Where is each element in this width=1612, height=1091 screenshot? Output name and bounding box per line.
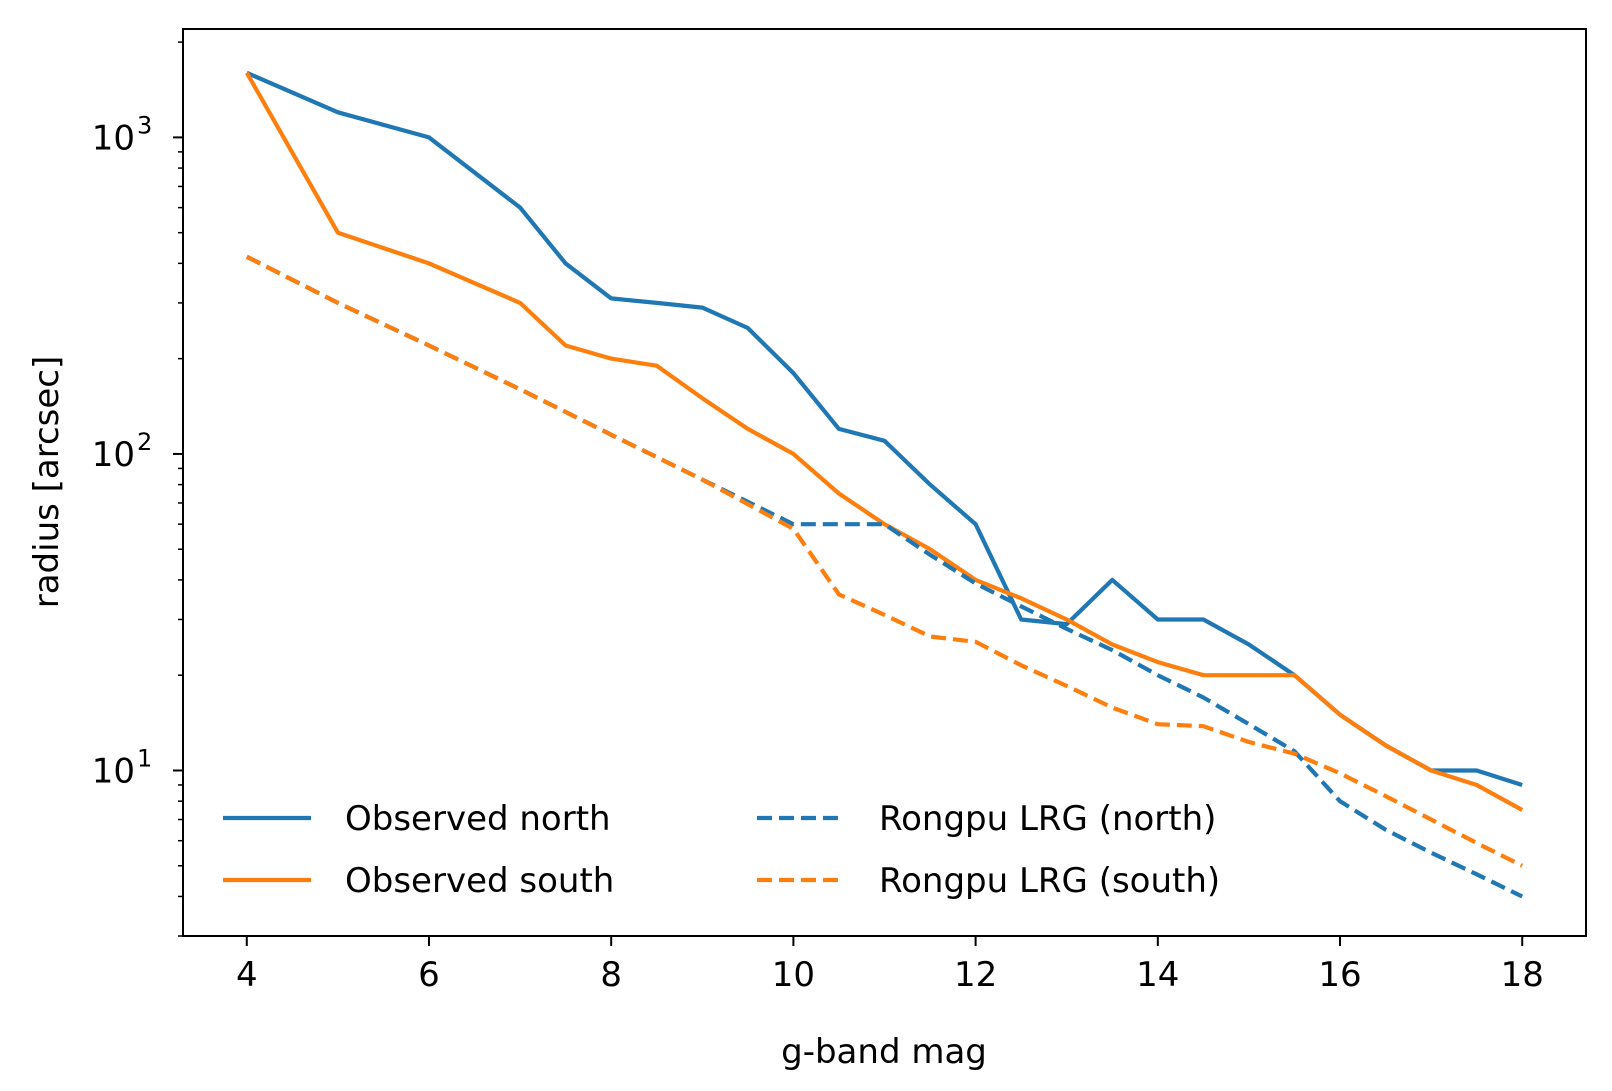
legend-label: Rongpu LRG (north) bbox=[879, 799, 1216, 839]
x-axis-label: g-band mag bbox=[781, 1032, 987, 1072]
series-line bbox=[245, 254, 1524, 899]
y-tick-label: 10 bbox=[92, 751, 135, 791]
legend-label: Rongpu LRG (south) bbox=[879, 861, 1220, 901]
y-tick-exponent: 3 bbox=[137, 111, 152, 139]
x-tick-label: 16 bbox=[1318, 955, 1361, 995]
legend: Observed north Observed south Rongpu LRG (… bbox=[223, 799, 1220, 901]
x-tick-label: 8 bbox=[600, 955, 622, 995]
x-tick-label: 18 bbox=[1501, 955, 1544, 995]
x-tick-label: 6 bbox=[418, 955, 440, 995]
x-tick-label: 10 bbox=[772, 955, 815, 995]
series-layer bbox=[244, 70, 1524, 899]
y-tick-exponent: 2 bbox=[137, 428, 152, 456]
y-tick-exponent: 1 bbox=[137, 744, 152, 772]
x-tick-label: 4 bbox=[236, 955, 258, 995]
legend-label: Observed north bbox=[345, 799, 611, 839]
series-line bbox=[244, 71, 1524, 812]
x-tick-label: 14 bbox=[1136, 955, 1179, 995]
series-line bbox=[245, 254, 1524, 868]
y-tick-label: 10 bbox=[92, 435, 135, 475]
plot-frame bbox=[182, 28, 1587, 937]
y-axis-label: radius [arcsec] bbox=[27, 356, 67, 609]
y-tick-label: 10 bbox=[92, 118, 135, 158]
x-axis-ticks: 4 6 8 10 12 14 16 18 bbox=[236, 936, 1544, 995]
x-tick-label: 12 bbox=[954, 955, 997, 995]
legend-label: Observed south bbox=[345, 861, 614, 901]
